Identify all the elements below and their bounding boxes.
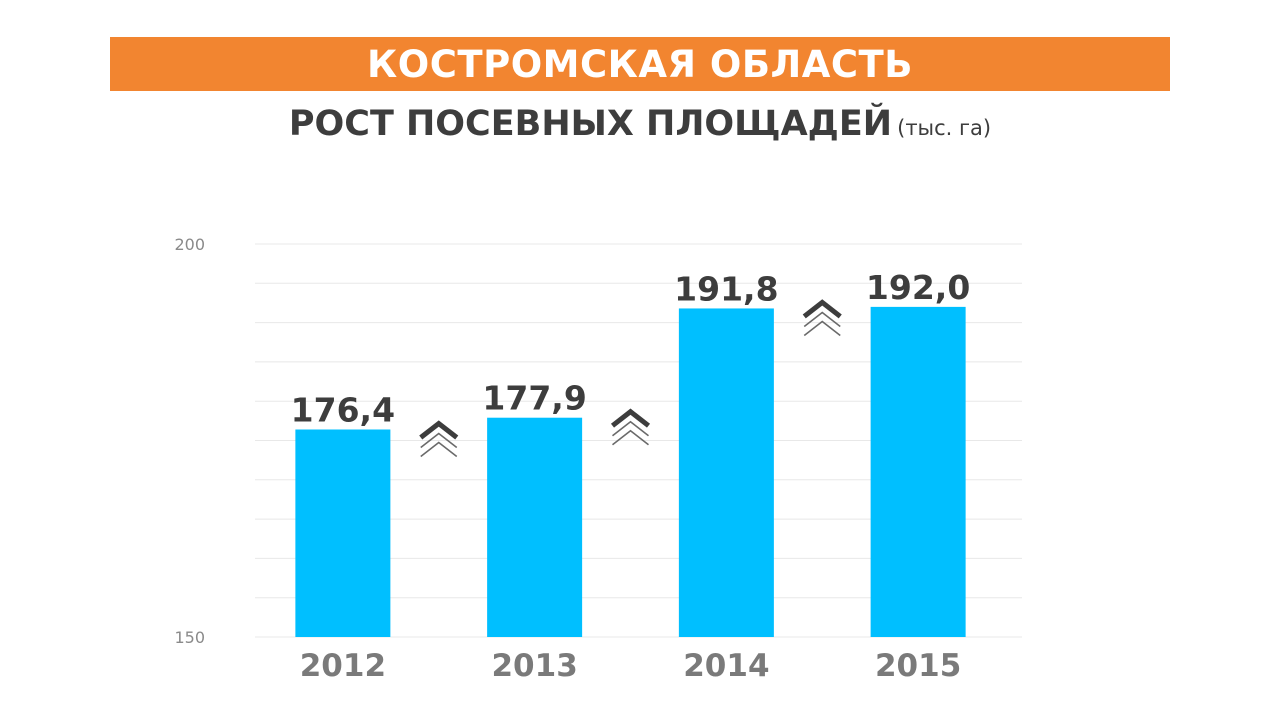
- chart-title: РОСТ ПОСЕВНЫХ ПЛОЩАДЕЙ (тыс. га): [0, 104, 1280, 144]
- bar: [870, 306, 966, 637]
- bar: [295, 429, 391, 637]
- bar-value-label: 191,8: [674, 269, 778, 308]
- chevron-up-icon: [803, 320, 841, 337]
- up-arrow-icon: [419, 420, 459, 458]
- chart-unit: (тыс. га): [897, 116, 992, 140]
- chevron-up-icon: [612, 420, 649, 437]
- chevron-up-icon: [419, 420, 459, 440]
- bar-value-label: 177,9: [482, 379, 586, 418]
- x-category-label: 2015: [875, 648, 961, 684]
- chart-title-text: РОСТ ПОСЕВНЫХ ПЛОЩАДЕЙ: [288, 104, 893, 144]
- bar-value-label: 176,4: [291, 390, 395, 429]
- chevron-up-icon: [803, 311, 841, 328]
- y-tick-label: 150: [174, 628, 205, 647]
- up-arrow-icon: [802, 299, 842, 337]
- x-category-label: 2012: [300, 648, 386, 684]
- title-banner: КОСТРОМСКАЯ ОБЛАСТЬ: [110, 37, 1170, 91]
- up-arrow-icon: [610, 408, 651, 446]
- x-category-label: 2014: [683, 648, 769, 684]
- x-category-label: 2013: [491, 648, 577, 684]
- y-tick-label: 200: [174, 235, 205, 254]
- bar: [678, 308, 774, 637]
- chevron-up-icon: [420, 432, 458, 449]
- chevron-up-icon: [612, 429, 649, 446]
- bar-value-label: 192,0: [866, 268, 970, 307]
- chevron-up-icon: [610, 408, 651, 428]
- chevron-up-icon: [802, 299, 842, 319]
- region-title: КОСТРОМСКАЯ ОБЛАСТЬ: [367, 42, 913, 86]
- chevron-up-icon: [420, 441, 458, 458]
- bar: [487, 417, 583, 637]
